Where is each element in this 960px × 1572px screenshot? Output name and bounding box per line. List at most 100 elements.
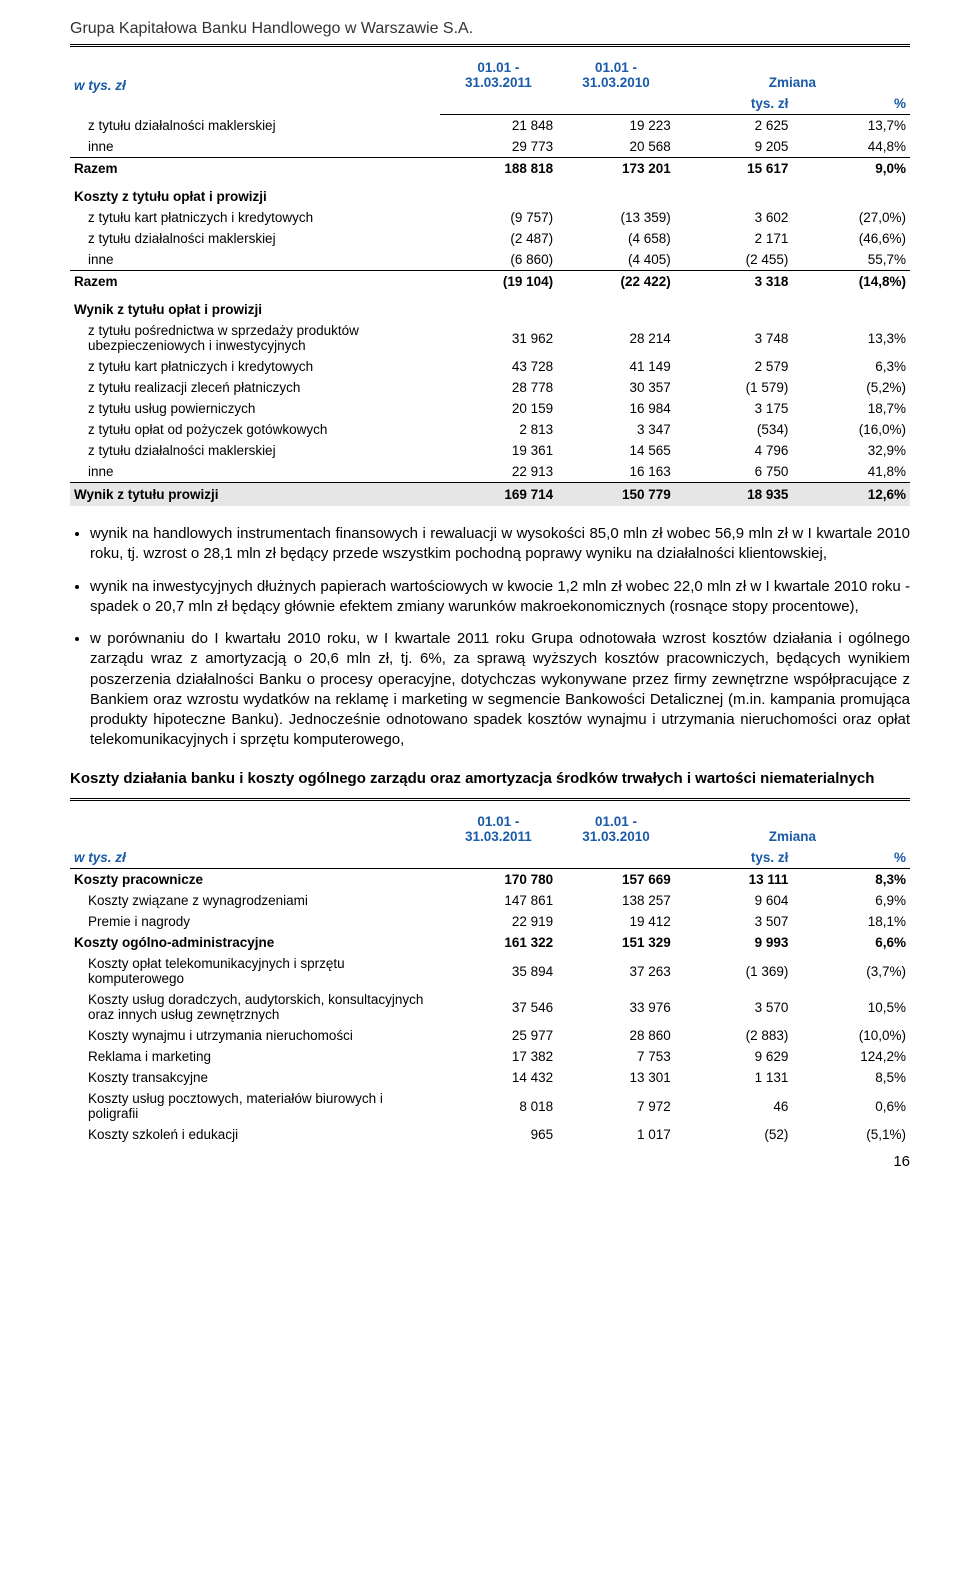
table-cell: 19 361 [440,440,558,461]
table-cell: 6,3% [792,356,910,377]
table-cell: (2 883) [675,1025,793,1046]
table-cell: 18 935 [675,483,793,507]
razem-b-label: Razem [70,271,440,293]
table-cell: (10,0%) [792,1025,910,1046]
table-cell: (5,1%) [792,1124,910,1145]
table-cell: 188 818 [440,158,558,180]
table-cell: 15 617 [675,158,793,180]
table-row: z tytułu działalności maklerskiej(2 487)… [70,228,910,249]
table-costs: 01.01 - 31.03.2011 01.01 - 31.03.2010 Zm… [70,811,910,1145]
table-cell: (534) [675,419,793,440]
table2-rule [70,798,910,801]
sub-unit-2: % [792,847,910,869]
row-label: Koszty pracownicze [70,869,440,891]
table-row: Koszty usług pocztowych, materiałów biur… [70,1088,910,1124]
table-cell: 16 984 [557,398,675,419]
sub-unit-1: tys. zł [675,847,793,869]
bullet-item: wynik na handlowych instrumentach finans… [90,524,910,565]
col-period-1: 01.01 - 31.03.2011 [440,57,558,93]
table-cell: 17 382 [440,1046,558,1067]
row-label: z tytułu usług powierniczych [70,398,440,419]
table-cell: (13 359) [557,207,675,228]
table-cell: 8,3% [792,869,910,891]
row-unit: w tys. zł [74,850,126,865]
table-row: inne29 77320 5689 20544,8% [70,136,910,158]
page-number: 16 [70,1153,910,1170]
row-label: Koszty usług pocztowych, materiałów biur… [70,1088,440,1124]
table-row: Koszty opłat telekomunikacyjnych i sprzę… [70,953,910,989]
table-cell: 41 149 [557,356,675,377]
row-label: Premie i nagrody [70,911,440,932]
page-title: Grupa Kapitałowa Banku Handlowego w Wars… [70,20,910,38]
row-label: Koszty szkoleń i edukacji [70,1124,440,1145]
table-cell: (27,0%) [792,207,910,228]
table-cell: 2 171 [675,228,793,249]
table-cell: (19 104) [440,271,558,293]
table-cell: 7 972 [557,1088,675,1124]
table-cell: 9 993 [675,932,793,953]
col-period-2: 01.01 - 31.03.2010 [557,57,675,93]
table-cell: 169 714 [440,483,558,507]
table-cell: 3 347 [557,419,675,440]
row-label: z tytułu opłat od pożyczek gotówkowych [70,419,440,440]
table-cell: 19 412 [557,911,675,932]
table-cell: 6 750 [675,461,793,483]
row-label: inne [70,461,440,483]
row-label: Reklama i marketing [70,1046,440,1067]
bullet-list: wynik na handlowych instrumentach finans… [90,524,910,751]
table-row: Koszty usług doradczych, audytorskich, k… [70,989,910,1025]
table-row: Koszty wynajmu i utrzymania nieruchomośc… [70,1025,910,1046]
row-label: z tytułu działalności maklerskiej [70,440,440,461]
row-label: z tytułu kart płatniczych i kredytowych [70,207,440,228]
table-cell: (2 455) [675,249,793,271]
razem-a-label: Razem [70,158,440,180]
table-cell: 3 507 [675,911,793,932]
sub-unit-2: % [792,93,910,115]
table-cell: 2 813 [440,419,558,440]
table-cell: 10,5% [792,989,910,1025]
table-cell: 6,9% [792,890,910,911]
table-row: z tytułu działalności maklerskiej21 8481… [70,115,910,137]
row-label: Koszty usług doradczych, audytorskich, k… [70,989,440,1025]
table-row: z tytułu pośrednictwa w sprzedaży produk… [70,320,910,356]
table-row: Koszty związane z wynagrodzeniami147 861… [70,890,910,911]
table-cell: 46 [675,1088,793,1124]
table-cell: (46,6%) [792,228,910,249]
table-row: z tytułu realizacji zleceń płatniczych28… [70,377,910,398]
table-cell: 173 201 [557,158,675,180]
table-cell: 13 301 [557,1067,675,1088]
table-cell: 33 976 [557,989,675,1025]
table-cell: 35 894 [440,953,558,989]
table-cell: 22 919 [440,911,558,932]
row-unit: w tys. zł [74,78,126,93]
table-row: Premie i nagrody22 91919 4123 50718,1% [70,911,910,932]
table-cell: 3 175 [675,398,793,419]
col-period-1: 01.01 - 31.03.2011 [440,811,558,847]
row-label: Koszty ogólno-administracyjne [70,932,440,953]
table-row: inne(6 860)(4 405)(2 455)55,7% [70,249,910,271]
table-row: inne22 91316 1636 75041,8% [70,461,910,483]
table-cell: 13 111 [675,869,793,891]
row-label: Koszty transakcyjne [70,1067,440,1088]
table-row: z tytułu kart płatniczych i kredytowych4… [70,356,910,377]
wynik-total-label: Wynik z tytułu prowizji [70,483,440,507]
row-label: z tytułu działalności maklerskiej [70,115,440,137]
table-cell: 7 753 [557,1046,675,1067]
table-cell: 18,1% [792,911,910,932]
table-cell: 32,9% [792,440,910,461]
table-cell: 150 779 [557,483,675,507]
row-label: Koszty związane z wynagrodzeniami [70,890,440,911]
row-label: inne [70,249,440,271]
row-label: Koszty wynajmu i utrzymania nieruchomośc… [70,1025,440,1046]
section-koszty: Koszty z tytułu opłat i prowizji [70,179,910,207]
col-zmiana: Zmiana [675,811,910,847]
table-row: z tytułu kart płatniczych i kredytowych (… [70,207,910,228]
table-cell: 8,5% [792,1067,910,1088]
table-cell: (6 860) [440,249,558,271]
table-cell: (3,7%) [792,953,910,989]
table-cell: 3 748 [675,320,793,356]
table-cell: 6,6% [792,932,910,953]
table-cell: 1 131 [675,1067,793,1088]
table-row: Koszty pracownicze170 780157 66913 1118,… [70,869,910,891]
table-cell: (16,0%) [792,419,910,440]
